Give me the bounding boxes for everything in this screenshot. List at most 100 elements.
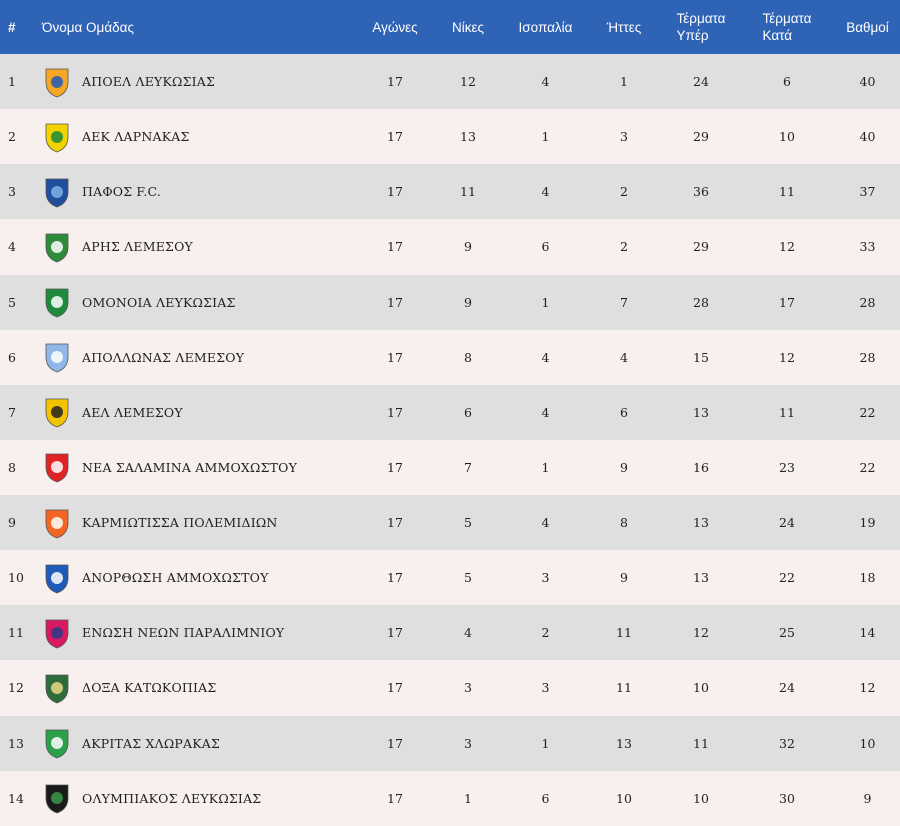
header-points[interactable]: Βαθμοί [846, 19, 889, 35]
wins-cell: 6 [464, 404, 472, 420]
table-row[interactable]: 12 ΔΟΞΑ ΚΑΤΩΚΟΠΙΑΣ 17 3 3 11 10 24 12 [0, 660, 900, 716]
draws-cell: 4 [541, 404, 550, 420]
team-entry[interactable]: ΠΑΦΟΣ F.C. [42, 174, 360, 210]
header-rank[interactable]: # [8, 19, 16, 35]
table-row[interactable]: 4 ΑΡΗΣ ΛΕΜΕΣΟΥ 17 9 6 2 29 12 33 [0, 219, 900, 275]
rank-cell: 1 [8, 74, 16, 90]
losses-cell: 2 [620, 184, 628, 200]
team-name[interactable]: ΑΠΟΕΛ ΛΕΥΚΩΣΙΑΣ [82, 74, 216, 90]
team-entry[interactable]: ΔΟΞΑ ΚΑΤΩΚΟΠΙΑΣ [42, 670, 360, 706]
team-cell: ΑΚΡΙΤΑΣ ΧΛΩΡΑΚΑΣ [38, 716, 360, 771]
header-draws[interactable]: Ισοπαλία [518, 19, 573, 35]
team-name[interactable]: ΔΟΞΑ ΚΑΤΩΚΟΠΙΑΣ [82, 680, 217, 696]
team-name[interactable]: ΝΕΑ ΣΑΛΑΜΙΝΑ ΑΜΜΟΧΩΣΤΟΥ [82, 459, 298, 475]
table-row[interactable]: 8 ΝΕΑ ΣΑΛΑΜΙΝΑ ΑΜΜΟΧΩΣΤΟΥ 17 7 1 9 16 23 22 [0, 439, 900, 495]
team-cell: ΚΑΡΜΙΩΤΙΣΣΑ ΠΟΛΕΜΙΔΙΩΝ [38, 495, 360, 550]
points-cell: 22 [859, 459, 876, 475]
wins-cell: 7 [464, 459, 472, 475]
losses-cell: 8 [620, 515, 628, 531]
goals-for-cell: 10 [693, 790, 709, 806]
losses-cell: 11 [616, 625, 632, 641]
team-name[interactable]: ΑΚΡΙΤΑΣ ΧΛΩΡΑΚΑΣ [82, 735, 221, 751]
played-cell: 17 [387, 570, 403, 586]
table-row[interactable]: 1 ΑΠΟΕΛ ΛΕΥΚΩΣΙΑΣ 17 12 4 1 24 6 40 [0, 54, 900, 110]
points-cell: 40 [859, 129, 876, 145]
team-cell: ΑΡΗΣ ΛΕΜΕΣΟΥ [38, 219, 360, 274]
team-name[interactable]: ΟΛΥΜΠΙΑΚΟΣ ΛΕΥΚΩΣΙΑΣ [82, 790, 262, 806]
team-name[interactable]: ΕΝΩΣΗ ΝΕΩΝ ΠΑΡΑΛΙΜΝΙΟΥ [82, 625, 285, 641]
wins-cell: 1 [464, 790, 472, 806]
wins-cell: 9 [464, 239, 472, 255]
losses-cell: 4 [620, 349, 628, 365]
rank-cell: 13 [8, 735, 24, 751]
team-entry[interactable]: ΑΕΚ ΛΑΡΝΑΚΑΣ [42, 119, 360, 155]
goals-for-cell: 13 [693, 570, 709, 586]
team-name[interactable]: ΟΜΟΝΟΙΑ ΛΕΥΚΩΣΙΑΣ [82, 294, 236, 310]
points-cell: 19 [859, 515, 876, 531]
team-entry[interactable]: ΑΡΗΣ ΛΕΜΕΣΟΥ [42, 229, 360, 265]
team-name[interactable]: ΑΡΗΣ ΛΕΜΕΣΟΥ [82, 239, 193, 255]
team-name[interactable]: ΑΠΟΛΛΩΝΑΣ ΛΕΜΕΣΟΥ [82, 349, 245, 365]
team-entry[interactable]: ΑΚΡΙΤΑΣ ΧΛΩΡΑΚΑΣ [42, 725, 360, 761]
goals-against-cell: 32 [779, 735, 795, 751]
team-entry[interactable]: ΕΝΩΣΗ ΝΕΩΝ ΠΑΡΑΛΙΜΝΙΟΥ [42, 615, 360, 651]
rank-cell: 4 [8, 239, 16, 255]
team-cell: ΑΠΟΛΛΩΝΑΣ ΛΕΜΕΣΟΥ [38, 330, 360, 385]
team-name[interactable]: ΑΕΚ ΛΑΡΝΑΚΑΣ [82, 129, 190, 145]
goals-against-cell: 24 [779, 680, 795, 696]
team-entry[interactable]: ΟΜΟΝΟΙΑ ΛΕΥΚΩΣΙΑΣ [42, 284, 360, 320]
table-row[interactable]: 13 ΑΚΡΙΤΑΣ ΧΛΩΡΑΚΑΣ 17 3 1 13 11 32 10 [0, 715, 900, 771]
played-cell: 17 [387, 459, 403, 475]
played-cell: 17 [387, 184, 403, 200]
draws-cell: 1 [541, 129, 550, 145]
wins-cell: 8 [464, 349, 472, 365]
goals-for-cell: 15 [693, 349, 709, 365]
team-cell: ΑΠΟΕΛ ΛΕΥΚΩΣΙΑΣ [38, 54, 360, 109]
table-row[interactable]: 6 ΑΠΟΛΛΩΝΑΣ ΛΕΜΕΣΟΥ 17 8 4 4 15 12 28 [0, 329, 900, 385]
losses-cell: 11 [616, 680, 632, 696]
table-row[interactable]: 3 ΠΑΦΟΣ F.C. 17 11 4 2 36 11 37 [0, 164, 900, 220]
draws-cell: 6 [541, 790, 550, 806]
goals-for-cell: 36 [693, 184, 709, 200]
team-entry[interactable]: ΑΕΛ ΛΕΜΕΣΟΥ [42, 394, 360, 430]
table-row[interactable]: 14 ΟΛΥΜΠΙΑΚΟΣ ΛΕΥΚΩΣΙΑΣ 17 1 6 10 10 30 9 [0, 770, 900, 826]
team-entry[interactable]: ΑΠΟΕΛ ΛΕΥΚΩΣΙΑΣ [42, 64, 360, 100]
draws-cell: 3 [541, 680, 550, 696]
team-name[interactable]: ΑΕΛ ΛΕΜΕΣΟΥ [82, 404, 183, 420]
rank-cell: 6 [8, 349, 16, 365]
header-team-name[interactable]: Όνομα Ομάδας [42, 19, 134, 35]
header-played[interactable]: Αγώνες [372, 19, 418, 35]
apoel-crest-icon [42, 64, 72, 100]
table-row[interactable]: 11 ΕΝΩΣΗ ΝΕΩΝ ΠΑΡΑΛΙΜΝΙΟΥ 17 4 2 11 12 25 14 [0, 605, 900, 661]
team-cell: ΟΛΥΜΠΙΑΚΟΣ ΛΕΥΚΩΣΙΑΣ [38, 771, 360, 826]
table-row[interactable]: 7 ΑΕΛ ΛΕΜΕΣΟΥ 17 6 4 6 13 11 22 [0, 384, 900, 440]
losses-cell: 3 [620, 129, 628, 145]
table-body: 1 ΑΠΟΕΛ ΛΕΥΚΩΣΙΑΣ 17 12 4 1 24 6 40 2 ΑΕΚ ΛΑΡΝΑΚΑΣ… [0, 54, 900, 826]
team-cell: ΟΜΟΝΟΙΑ ΛΕΥΚΩΣΙΑΣ [38, 275, 360, 330]
goals-against-cell: 6 [783, 74, 791, 90]
team-name[interactable]: ΑΝΟΡΘΩΣΗ ΑΜΜΟΧΩΣΤΟΥ [82, 570, 269, 586]
header-goals-against-line1: Τέρματα [762, 11, 812, 26]
team-name[interactable]: ΚΑΡΜΙΩΤΙΣΣΑ ΠΟΛΕΜΙΔΙΩΝ [82, 515, 278, 531]
played-cell: 17 [387, 735, 403, 751]
team-entry[interactable]: ΝΕΑ ΣΑΛΑΜΙΝΑ ΑΜΜΟΧΩΣΤΟΥ [42, 449, 360, 485]
team-entry[interactable]: ΑΝΟΡΘΩΣΗ ΑΜΜΟΧΩΣΤΟΥ [42, 560, 360, 596]
rank-cell: 8 [8, 459, 16, 475]
team-entry[interactable]: ΟΛΥΜΠΙΑΚΟΣ ΛΕΥΚΩΣΙΑΣ [42, 780, 360, 816]
team-entry[interactable]: ΑΠΟΛΛΩΝΑΣ ΛΕΜΕΣΟΥ [42, 339, 360, 375]
nea-salamina-crest-icon [42, 449, 72, 485]
table-row[interactable]: 10 ΑΝΟΡΘΩΣΗ ΑΜΜΟΧΩΣΤΟΥ 17 5 3 9 13 22 18 [0, 550, 900, 606]
goals-against-cell: 12 [779, 239, 795, 255]
team-name[interactable]: ΠΑΦΟΣ F.C. [82, 184, 162, 200]
doxa-crest-icon [42, 670, 72, 706]
header-goals-against[interactable]: Τέρματα Κατά [739, 0, 835, 54]
table-row[interactable]: 5 ΟΜΟΝΟΙΑ ΛΕΥΚΩΣΙΑΣ 17 9 1 7 28 17 28 [0, 274, 900, 330]
aris-crest-icon [42, 229, 72, 265]
header-wins[interactable]: Νίκες [451, 19, 485, 35]
table-row[interactable]: 2 ΑΕΚ ΛΑΡΝΑΚΑΣ 17 13 1 3 29 10 40 [0, 109, 900, 165]
team-entry[interactable]: ΚΑΡΜΙΩΤΙΣΣΑ ΠΟΛΕΜΙΔΙΩΝ [42, 505, 360, 541]
table-row[interactable]: 9 ΚΑΡΜΙΩΤΙΣΣΑ ΠΟΛΕΜΙΔΙΩΝ 17 5 4 8 13 24 19 [0, 495, 900, 551]
header-goals-for[interactable]: Τέρματα Υπέρ [663, 0, 739, 54]
header-losses[interactable]: Ήττες [606, 19, 642, 35]
